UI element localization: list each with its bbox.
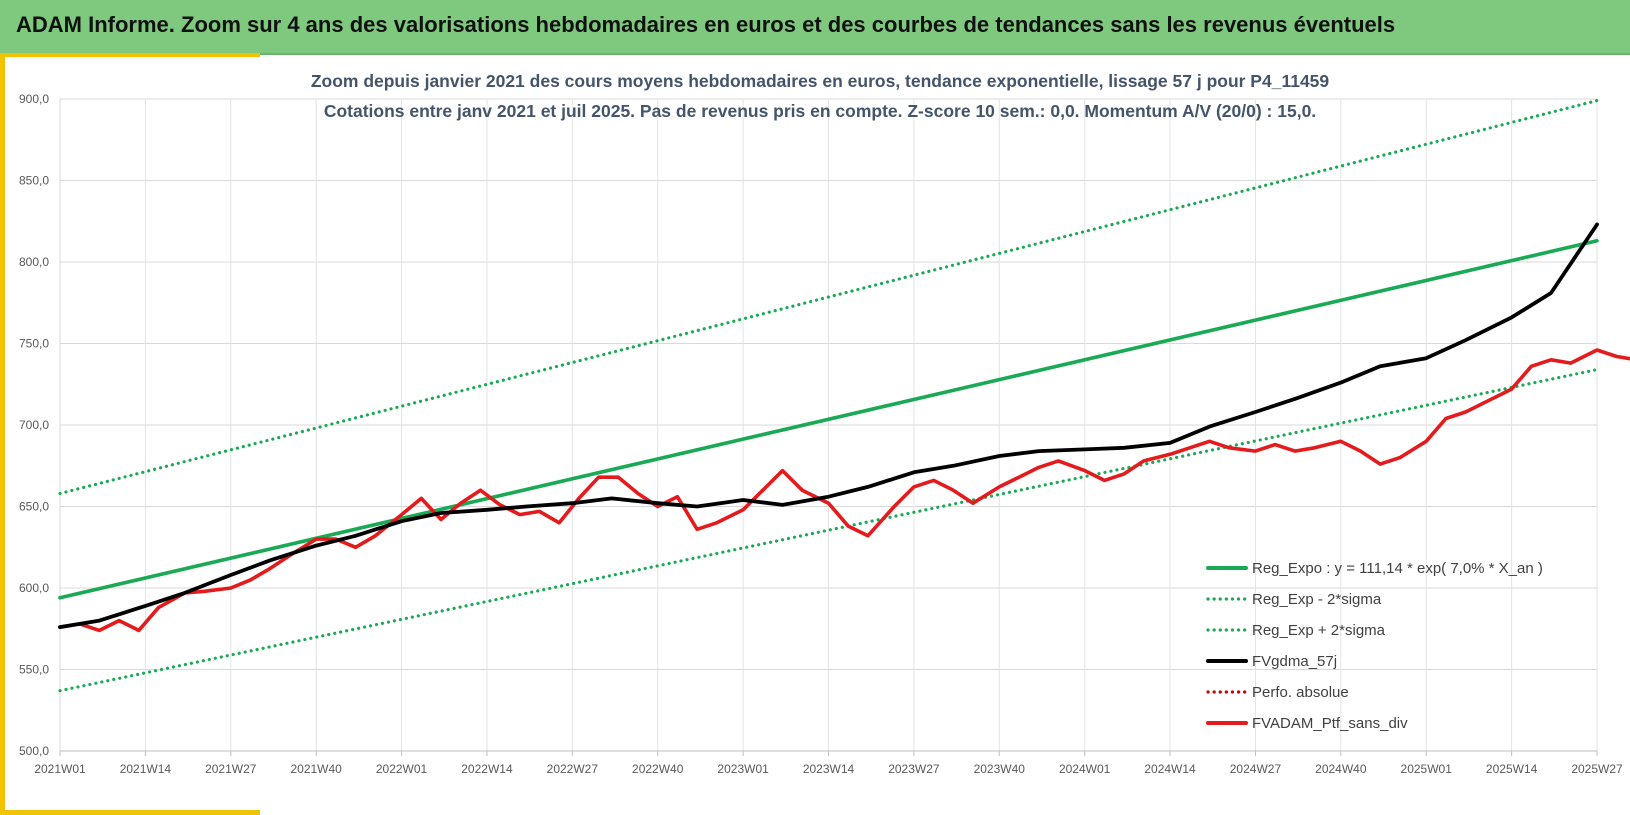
x-tick-label: 2021W01 xyxy=(34,762,86,776)
y-tick-label: 600,0 xyxy=(19,581,49,595)
chart-grid xyxy=(59,98,1598,756)
legend-label-5: FVADAM_Ptf_sans_div xyxy=(1252,715,1408,732)
x-tick-label: 2025W27 xyxy=(1571,762,1623,776)
frame-left-border xyxy=(0,53,5,815)
x-tick-label: 2024W14 xyxy=(1144,762,1196,776)
frame-bottom-border xyxy=(0,810,260,815)
header-bar: ADAM Informe. Zoom sur 4 ans des valoris… xyxy=(0,0,1630,55)
frame-top-border xyxy=(5,53,260,57)
chart: 2021W01 2021W14 2021W27 2021W40 2022W01 2022W… xyxy=(19,71,1630,776)
chart-legend: Reg_Expo : y = 111,14 * exp( 7,0% * X_an… xyxy=(1206,560,1543,732)
page-title: ADAM Informe. Zoom sur 4 ans des valoris… xyxy=(16,12,1396,37)
x-tick-label: 2023W40 xyxy=(974,762,1026,776)
x-tick-label: 2024W40 xyxy=(1315,762,1367,776)
x-tick-label: 2022W01 xyxy=(376,762,428,776)
x-tick-label: 2025W14 xyxy=(1486,762,1538,776)
legend-label-0: Reg_Expo : y = 111,14 * exp( 7,0% * X_an… xyxy=(1252,560,1543,577)
y-tick-label: 500,0 xyxy=(19,744,49,758)
y-tick-label: 750,0 xyxy=(19,337,49,351)
chart-title: Zoom depuis janvier 2021 des cours moyen… xyxy=(311,71,1330,91)
x-tick-label: 2022W14 xyxy=(461,762,513,776)
y-tick-label: 850,0 xyxy=(19,174,49,188)
x-tick-label: 2025W01 xyxy=(1401,762,1453,776)
x-tick-label: 2022W27 xyxy=(547,762,599,776)
series-line-5 xyxy=(58,348,1630,633)
y-tick-label: 650,0 xyxy=(19,500,49,514)
x-tick-label: 2024W27 xyxy=(1230,762,1282,776)
x-tick-label: 2021W27 xyxy=(205,762,257,776)
x-tick-label: 2024W01 xyxy=(1059,762,1111,776)
x-tick-label: 2023W14 xyxy=(803,762,855,776)
x-axis-ticks: 2021W01 2021W14 2021W27 2021W40 2022W01 2022W… xyxy=(34,762,1623,776)
legend-label-3: FVgdma_57j xyxy=(1252,653,1337,670)
x-tick-label: 2021W14 xyxy=(120,762,172,776)
y-axis-ticks: 500,0 550,0 600,0 650,0 700,0 750,0 800,0 850,0… xyxy=(19,92,49,758)
x-tick-label: 2023W27 xyxy=(888,762,940,776)
y-tick-label: 900,0 xyxy=(19,92,49,106)
x-tick-label: 2022W40 xyxy=(632,762,684,776)
series-line-1 xyxy=(58,368,1599,693)
x-tick-label: 2021W40 xyxy=(290,762,342,776)
legend-label-4: Perfo. absolue xyxy=(1252,684,1349,701)
y-tick-label: 550,0 xyxy=(19,663,49,677)
series-line-2 xyxy=(58,98,1599,496)
legend-label-2: Reg_Exp + 2*sigma xyxy=(1252,622,1386,639)
chart-series xyxy=(58,98,1630,693)
chart-subtitle: Cotations entre janv 2021 et juil 2025. … xyxy=(324,101,1316,121)
series-line-3 xyxy=(58,222,1599,629)
y-tick-label: 800,0 xyxy=(19,255,49,269)
x-tick-label: 2023W01 xyxy=(717,762,769,776)
legend-label-1: Reg_Exp - 2*sigma xyxy=(1252,591,1382,608)
y-tick-label: 700,0 xyxy=(19,418,49,432)
